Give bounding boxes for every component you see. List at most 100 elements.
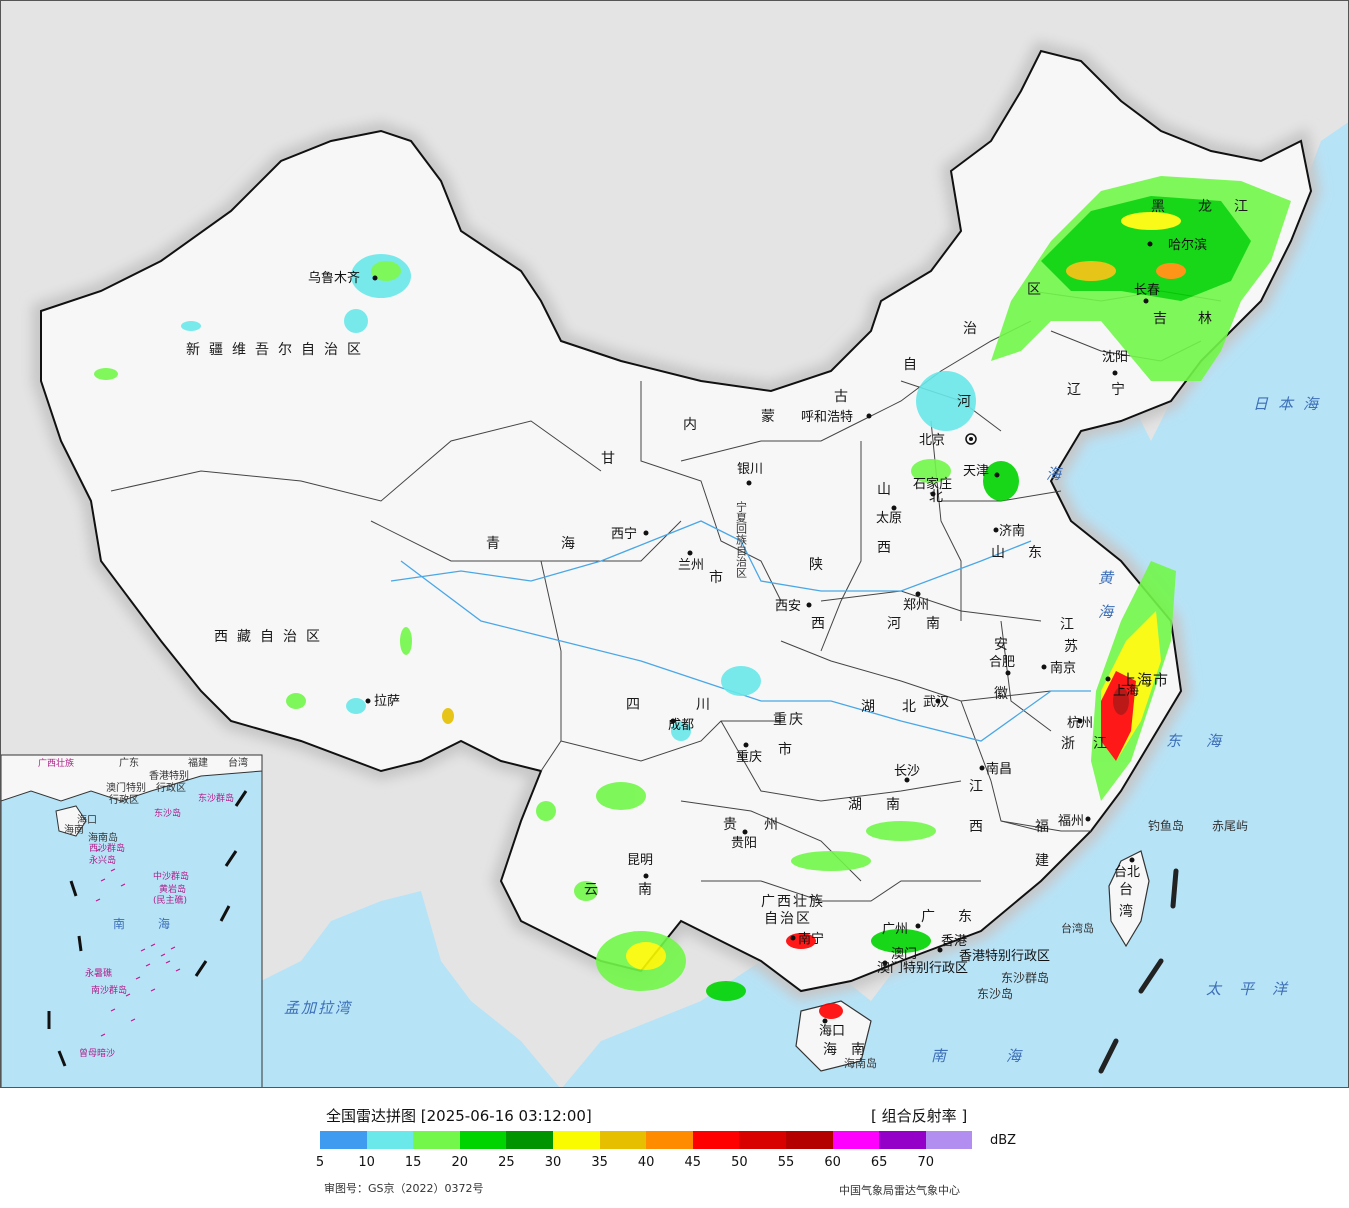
- prov-label: 川: [696, 697, 719, 713]
- prov-label: 天津: [963, 464, 989, 479]
- prov-label: 南: [886, 797, 909, 813]
- prov-label: 海: [561, 536, 584, 552]
- svg-text:香港特别: 香港特别: [149, 770, 189, 782]
- scale-swatch: [459, 1131, 507, 1149]
- island-label: 钓鱼岛: [1148, 818, 1184, 833]
- city-label: 哈尔滨: [1168, 237, 1207, 253]
- prov-label: 四: [626, 697, 649, 713]
- scale-tick: 55: [777, 1155, 795, 1170]
- prov-label: 澳门特别行政区: [877, 960, 968, 976]
- city-label: 台北: [1114, 865, 1140, 880]
- prov-label: 浙: [1061, 736, 1084, 752]
- inset-map: 广西壮族 广东 福建 台湾 香港特别 行政区 澳门特别 行政区 东沙群岛 东沙岛…: [1, 754, 263, 1087]
- prov-label: 北: [902, 699, 925, 715]
- svg-text:行政区: 行政区: [156, 781, 186, 794]
- prov-label: 南: [926, 616, 949, 632]
- province-boundaries: [110, 290, 1222, 902]
- prov-label: 山: [991, 545, 1014, 561]
- scale-tick: 30: [544, 1155, 562, 1170]
- prov-label: 广西壮族: [761, 894, 825, 910]
- city-label: 石家庄: [913, 476, 952, 492]
- svg-text:永暑礁: 永暑礁: [85, 967, 112, 979]
- scale-swatch: [832, 1131, 880, 1149]
- sea-label: 日本海: [1253, 395, 1328, 413]
- svg-text:福建: 福建: [188, 756, 208, 769]
- map-canvas: 新疆维吾尔自治区 西藏自治区 青 海 甘 四 川 云 南 内 蒙 古 自 治 区…: [1, 1, 1348, 1087]
- prov-label: 甘: [601, 451, 624, 467]
- scale-tick: 15: [404, 1155, 422, 1170]
- city-labels: 乌鲁木齐 拉萨 西宁 兰州 银川 呼和浩特 太原 石家庄 西安 郑州 济南 南京…: [308, 237, 1207, 1039]
- city-label: 昆明: [627, 853, 653, 868]
- prov-label: 州: [764, 817, 787, 833]
- svg-text:西沙群岛: 西沙群岛: [89, 842, 125, 854]
- scale-tick: 40: [637, 1155, 655, 1170]
- prov-label: 宁: [1111, 381, 1134, 398]
- prov-label: 山: [877, 482, 900, 498]
- city-label: 呼和浩特: [801, 410, 853, 425]
- approval-number: 审图号：GS京（2022）0372号: [324, 1182, 484, 1195]
- sea-label: 东: [1166, 732, 1191, 750]
- city-label: 海口: [819, 1024, 845, 1039]
- prov-label: 区: [1027, 282, 1050, 298]
- sea-label: 太平洋: [1206, 980, 1305, 998]
- prov-label: 南: [638, 882, 661, 898]
- svg-text:中沙群岛: 中沙群岛: [153, 870, 189, 882]
- sea-label: 海: [1098, 603, 1123, 621]
- prov-label: 河: [957, 394, 980, 410]
- city-label: 西安: [775, 599, 801, 614]
- prov-label: 江: [1234, 199, 1257, 215]
- unit-label: dBZ: [990, 1133, 1017, 1148]
- city-label: 兰州: [678, 558, 704, 573]
- prov-label: 宁夏回族自治区: [735, 500, 748, 578]
- agency-label: 中国气象局雷达气象中心: [839, 1184, 960, 1197]
- sea-label: 海: [1046, 465, 1071, 483]
- island-label: 赤尾屿: [1212, 819, 1248, 833]
- scale-swatch: [739, 1131, 786, 1149]
- prov-label: 东: [1028, 545, 1051, 561]
- prov-label: 新疆维吾尔自治区: [186, 342, 370, 358]
- svg-text:曾母暗沙: 曾母暗沙: [79, 1047, 115, 1059]
- prov-label: 湖: [848, 797, 871, 813]
- prov-label: 建: [1035, 853, 1058, 869]
- prov-label: 上海市: [1121, 671, 1169, 689]
- city-label: 长春: [1134, 283, 1160, 298]
- prov-label: 云: [584, 882, 607, 898]
- prov-label: 龙: [1198, 199, 1221, 215]
- scale-tick: 50: [731, 1155, 748, 1170]
- city-markers: [365, 241, 1153, 1024]
- scale-tick: 45: [684, 1155, 702, 1170]
- svg-text:广东: 广东: [119, 756, 139, 769]
- prov-label: 湾: [1119, 903, 1142, 920]
- city-label: 上海: [1113, 684, 1139, 699]
- scale-swatch: [320, 1131, 367, 1149]
- prov-label: 安: [994, 637, 1017, 653]
- scale-tick: 60: [824, 1155, 841, 1170]
- svg-text:海口: 海口: [77, 813, 97, 826]
- prov-label: 西: [969, 819, 992, 835]
- scale-tick: 5: [315, 1155, 325, 1170]
- sea-west: [261, 891, 560, 1087]
- scale-swatch: [366, 1131, 414, 1149]
- prov-label: 黑: [1151, 199, 1174, 215]
- province-labels: 新疆维吾尔自治区 西藏自治区 青 海 甘 四 川 云 南 内 蒙 古 自 治 区…: [186, 199, 1257, 1058]
- prov-label: 内: [683, 417, 706, 433]
- scale-swatch: [552, 1131, 600, 1149]
- prov-label: 徽: [994, 686, 1017, 702]
- color-scale: [320, 1131, 973, 1149]
- prov-label: 广: [921, 909, 944, 925]
- radar-map: 新疆维吾尔自治区 西藏自治区 青 海 甘 四 川 云 南 内 蒙 古 自 治 区…: [0, 0, 1349, 1088]
- prov-label: 古: [834, 389, 857, 405]
- scale-swatch: [506, 1131, 553, 1149]
- prov-label: 西: [877, 540, 900, 556]
- prov-label: 自: [903, 357, 926, 373]
- prov-label: 江: [1060, 617, 1083, 633]
- nine-dash-line: [1098, 868, 1179, 1074]
- hainan-island: [795, 1000, 872, 1072]
- prov-label: 自治区: [764, 911, 812, 927]
- city-label: 杭州: [1067, 716, 1093, 731]
- city-label: 沈阳: [1102, 350, 1128, 365]
- svg-text:海南: 海南: [64, 823, 84, 836]
- prov-label: 吉: [1153, 311, 1176, 327]
- prov-label: 西: [811, 616, 834, 632]
- prov-label: 台: [1119, 882, 1142, 898]
